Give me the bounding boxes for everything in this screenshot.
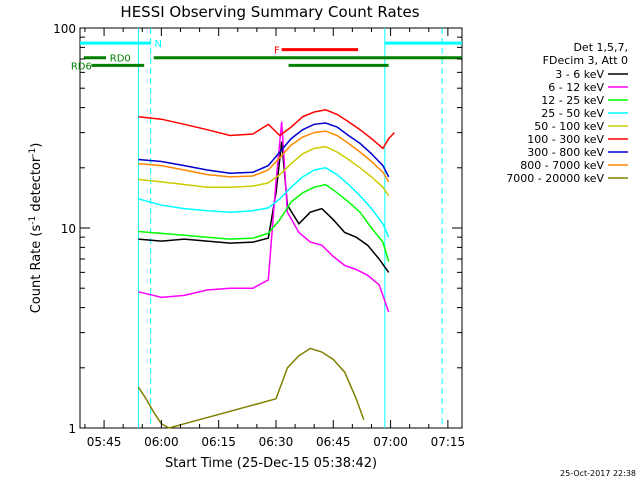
legend-header-line-1: Det 1,5,7, [573, 41, 628, 54]
state-bar-label-rd6: RD6 [71, 61, 92, 72]
legend-label-6-12-kev: 6 - 12 keV [548, 81, 604, 94]
y-tick-label-1: 1 [68, 422, 76, 436]
legend-label-25-50-kev: 25 - 50 keV [541, 107, 604, 120]
y-axis-title-main: Count Rate (s [29, 225, 44, 314]
series-line-50-100-kev [138, 145, 390, 197]
series-line-25-50-kev [138, 167, 390, 238]
x-tick-label-06-30: 06:30 [259, 435, 294, 449]
x-axis-title: Start Time (25-Dec-15 05:38:42) [165, 456, 377, 471]
state-bar-label-f: F [274, 46, 280, 57]
series-line-100-300-kev [138, 109, 395, 150]
x-tick-label-07-15: 07:15 [431, 435, 466, 449]
x-tick-label-06-15: 06:15 [201, 435, 236, 449]
y-axis-title-sup2: -1 [28, 148, 38, 157]
y-tick-label-100: 100 [53, 22, 76, 36]
series-line-6-12-kev [138, 121, 390, 313]
vertical-markers [137, 28, 443, 428]
y-axis-title-tail: detector [29, 156, 44, 216]
series-line-800-7000-kev [138, 130, 390, 183]
legend-label-3-6-kev: 3 - 6 keV [555, 68, 604, 81]
x-tick-label-07-00: 07:00 [373, 435, 408, 449]
series-line-7000-20000-kev [137, 347, 365, 429]
state-bar-label-n: N [154, 39, 161, 50]
x-tick-label-06-45: 06:45 [316, 435, 351, 449]
chart-title: HESSI Observing Summary Count Rates [120, 3, 419, 21]
legend-label-12-25-kev: 12 - 25 keV [541, 94, 604, 107]
x-tick-label-06-00: 06:00 [144, 435, 179, 449]
y-axis-ticks: 1 10 100 [53, 22, 462, 436]
x-tick-label-05-45: 05:45 [87, 435, 122, 449]
legend-label-300-800-kev: 300 - 800 keV [527, 146, 604, 159]
legend-header-line-2: FDecim 3, Att 0 [543, 54, 628, 67]
legend-label-800-7000-kev: 800 - 7000 keV [520, 159, 604, 172]
state-bars: N F RD0 RD6 [71, 39, 462, 72]
generation-timestamp: 25-Oct-2017 22:38 [560, 469, 636, 478]
y-tick-label-10: 10 [61, 222, 76, 236]
series-line-300-800-kev [138, 122, 390, 178]
y-axis-title: Count Rate (s-1 detector-1) [28, 143, 44, 314]
legend-label-7000-20000-kev: 7000 - 20000 keV [506, 172, 604, 185]
series-line-12-25-kev [138, 183, 390, 262]
legend-label-100-300-kev: 100 - 300 keV [527, 133, 604, 146]
y-axis-title-sup: -1 [28, 216, 38, 225]
series-lines [137, 109, 395, 429]
x-axis-ticks: 05:45 06:00 06:15 06:30 06:45 07:00 07:15 [84, 28, 466, 449]
plot-frame [79, 27, 463, 429]
state-bar-label-rd0: RD0 [110, 54, 131, 65]
y-axis-title-end: ) [29, 143, 44, 148]
legend-label-50-100-kev: 50 - 100 keV [534, 120, 604, 133]
